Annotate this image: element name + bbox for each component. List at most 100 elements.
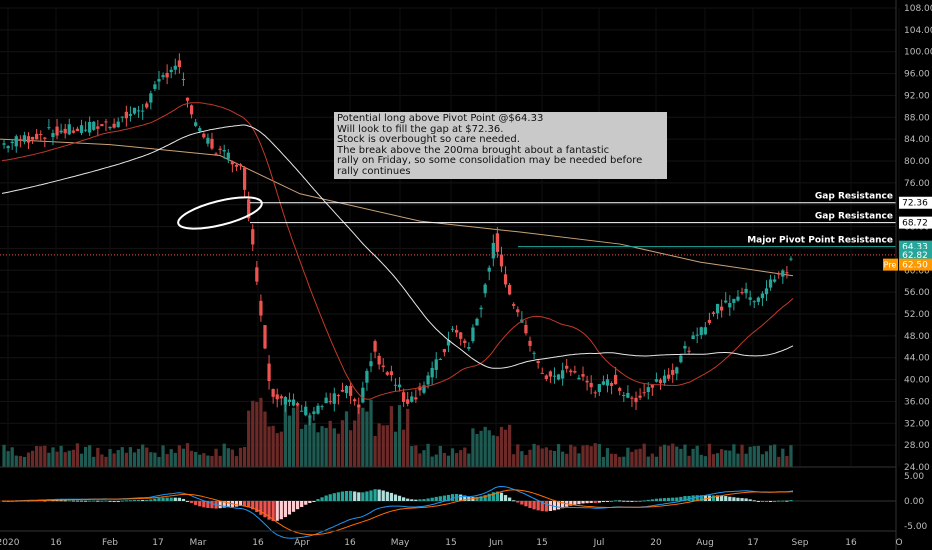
macd-histogram-bar xyxy=(251,501,255,510)
macd-histogram-bar xyxy=(194,501,198,505)
macd-histogram-bar xyxy=(573,501,577,505)
volume-bar xyxy=(287,415,292,467)
candle-body xyxy=(348,385,353,396)
volume-bar xyxy=(667,445,671,467)
ma-100-line xyxy=(1,124,794,369)
volume-bar xyxy=(373,436,377,467)
candle-body xyxy=(748,297,752,300)
volume-bar xyxy=(463,447,467,467)
macd-histogram-bar xyxy=(218,501,222,509)
time-tick-label: 16 xyxy=(50,538,62,548)
macd-histogram-bar xyxy=(561,501,565,509)
volume-bar xyxy=(467,453,471,467)
volume-bar xyxy=(760,454,765,467)
candle-body xyxy=(63,128,67,134)
macd-histogram-bar xyxy=(479,496,483,501)
candle-body xyxy=(781,270,785,277)
volume-bar xyxy=(695,445,699,467)
candle-body xyxy=(609,383,614,386)
candle-body xyxy=(789,258,793,260)
macd-histogram-bar xyxy=(720,495,724,501)
macd-histogram-bar xyxy=(247,501,251,508)
macd-histogram-bar xyxy=(353,491,357,501)
volume-bar xyxy=(430,456,434,467)
candle-body xyxy=(634,397,638,403)
volume-bar xyxy=(230,449,234,467)
macd-histogram-bar xyxy=(377,489,381,501)
candle-body xyxy=(88,121,92,133)
level-badge xyxy=(899,216,932,229)
candle-body xyxy=(161,75,165,78)
macd-histogram-bar xyxy=(581,501,585,504)
candle-body xyxy=(507,284,512,295)
price-tick-label: 88.00 xyxy=(904,113,930,123)
macd-tick-label: 0.00 xyxy=(904,497,924,507)
macd-histogram-bar xyxy=(141,500,145,502)
candle-body xyxy=(764,288,769,295)
candle-body xyxy=(683,345,687,349)
candle-body xyxy=(711,312,716,314)
price-axis: 108.00 104.00 100.00 96.00 92.00 88.00 84.00 80… xyxy=(904,4,932,473)
price-tick-label: 44.00 xyxy=(904,354,930,364)
candle-body xyxy=(479,307,483,310)
candle-body xyxy=(357,404,361,408)
candle-body xyxy=(752,301,756,303)
candle-body xyxy=(499,254,504,267)
volume-bar xyxy=(773,444,777,467)
candle-body xyxy=(626,392,630,398)
macd-histogram-bar xyxy=(463,495,467,501)
volume-bar xyxy=(210,456,214,467)
time-tick-label: 16 xyxy=(344,538,356,548)
macd-histogram-bar xyxy=(410,499,414,501)
candle-body xyxy=(222,149,226,152)
volume-bar xyxy=(157,456,161,467)
level-badge xyxy=(899,196,932,209)
candle-body xyxy=(585,380,589,383)
candle-body xyxy=(601,381,606,385)
candle-body xyxy=(275,394,279,400)
macd-histogram-bar xyxy=(662,498,667,501)
candle-body xyxy=(324,397,328,404)
volume-bar xyxy=(748,446,752,467)
volume-bar xyxy=(479,430,483,467)
macd-histogram-bar xyxy=(503,495,508,501)
macd-histogram-bar xyxy=(136,499,141,501)
candle-body xyxy=(316,405,320,414)
macd-histogram-bar xyxy=(544,501,548,512)
volume-bar xyxy=(707,443,712,467)
volume-bar xyxy=(732,444,736,467)
volume-bar xyxy=(22,456,27,467)
volume-bar xyxy=(671,443,675,467)
macd-histogram-bar xyxy=(654,498,659,501)
volume-bar xyxy=(605,448,610,467)
volume-bar xyxy=(259,397,263,467)
volume-bar xyxy=(173,452,177,467)
candle-body xyxy=(720,306,724,311)
time-tick-label: Mar xyxy=(190,538,207,548)
macd-histogram-bar xyxy=(344,490,349,501)
macd-histogram-bar xyxy=(622,500,626,502)
time-tick-label: Feb xyxy=(102,538,118,548)
volume-bar xyxy=(251,400,255,467)
macd-histogram-bar xyxy=(695,495,699,501)
volume-bar xyxy=(548,450,553,467)
candle-body xyxy=(691,335,695,340)
volume-bar xyxy=(51,447,55,467)
volume-bar xyxy=(141,444,145,467)
volume-bar xyxy=(459,450,463,467)
candle-body xyxy=(540,372,544,374)
candle-body xyxy=(450,328,455,330)
macd-histogram-bar xyxy=(381,490,385,501)
price-tick-label: 104.00 xyxy=(904,26,932,36)
volume-bar xyxy=(397,405,402,467)
candle-body xyxy=(381,365,385,368)
volume-bar xyxy=(369,399,373,467)
volume-bar xyxy=(703,456,707,467)
price-tick-label: 96.00 xyxy=(904,70,930,80)
volume-bar xyxy=(234,456,239,467)
macd-histogram-bar xyxy=(120,500,124,502)
macd-histogram-bar xyxy=(316,499,320,501)
volume-bar xyxy=(414,445,418,467)
candle-body xyxy=(365,370,369,383)
candle-body xyxy=(777,273,781,275)
